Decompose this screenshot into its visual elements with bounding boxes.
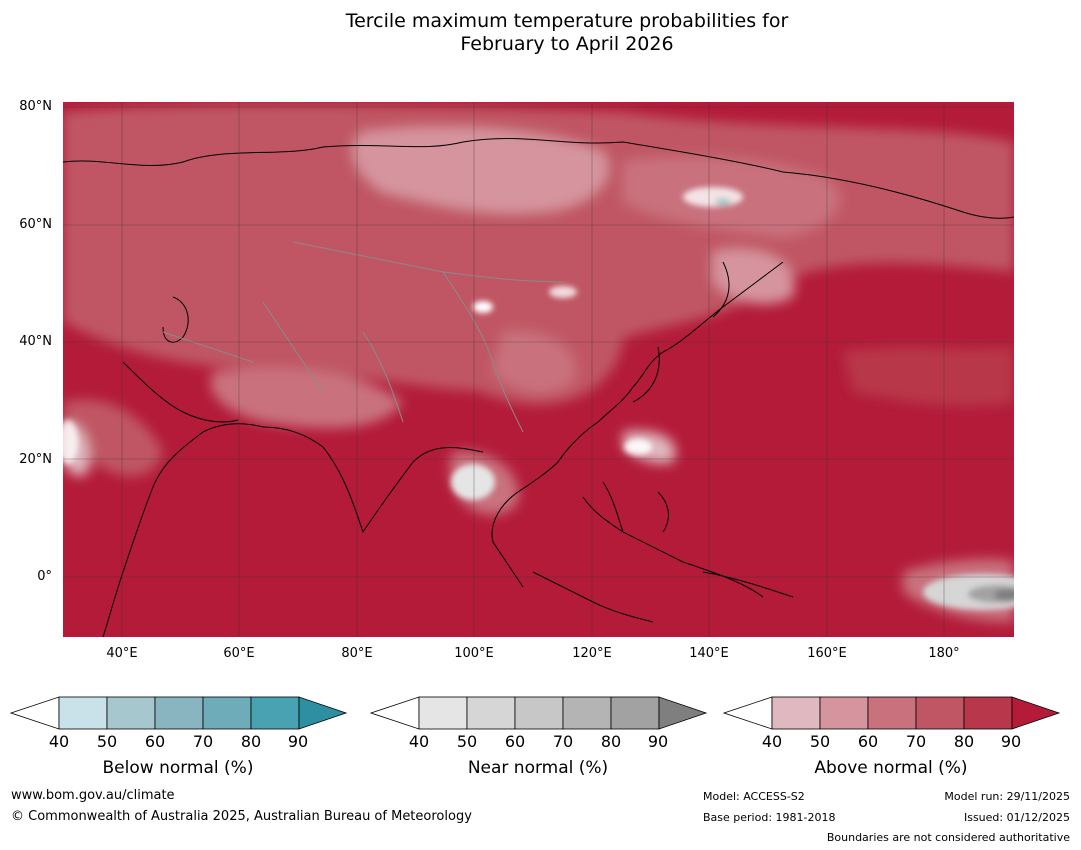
colorbar-low-end [10,696,60,730]
colorbar-segment [562,696,612,730]
lon-label-80e: 80°E [341,646,373,661]
issued-date: Issued: 01/12/2025 [963,811,1070,824]
tick-40: 40 [408,732,430,751]
tick-60: 60 [857,732,879,751]
tick-40: 40 [48,732,70,751]
colorbar-low-end [723,696,773,730]
tick-60: 60 [144,732,166,751]
lat-label-60n: 60°N [19,217,52,232]
colorbar-segment [867,696,917,730]
lon-label-180: 180° [928,646,960,661]
colorbar-segment [466,696,516,730]
colorbar-segment [771,696,821,730]
tick-60: 60 [504,732,526,751]
colorbar-segment [819,696,869,730]
colorbar-high-end [298,696,348,730]
near-normal-label: Near normal (%) [467,758,609,778]
colorbar-above-normal [723,696,1061,730]
lon-label-140e: 140°E [689,646,729,661]
lat-label-40n: 40°N [19,334,52,349]
near-normal-patches [63,187,1014,610]
tick-70: 70 [552,732,574,751]
tick-40: 40 [761,732,783,751]
lat-label-20n: 20°N [19,452,52,467]
colorbar-segment [418,696,468,730]
lon-label-60e: 60°E [223,646,255,661]
colorbar-segment [514,696,564,730]
graticule [63,102,1014,637]
colorbar-high-end [658,696,708,730]
colorbar-segment [202,696,252,730]
tick-90: 90 [647,732,669,751]
tick-90: 90 [287,732,309,751]
colorbar-segment [963,696,1013,730]
model-name: Model: ACCESS-S2 [703,790,805,803]
model-run-date: Model run: 29/11/2025 [944,790,1070,803]
tick-80: 80 [240,732,262,751]
tick-50: 50 [809,732,831,751]
above-normal-label: Above normal (%) [814,758,968,778]
map-title: Tercile maximum temperature probabilitie… [0,10,1081,56]
probability-shading [63,104,1014,622]
tick-70: 70 [192,732,214,751]
colorbar-segment [250,696,300,730]
coastlines [63,138,1014,637]
tick-90: 90 [1000,732,1022,751]
map-panel [63,102,1014,637]
lon-label-160e: 160°E [807,646,847,661]
tick-80: 80 [953,732,975,751]
colorbar-below-normal [10,696,348,730]
title-line-2: February to April 2026 [460,33,674,55]
colorbar-near-normal [370,696,708,730]
title-line-1: Tercile maximum temperature probabilitie… [345,10,789,32]
colorbar-low-end [370,696,420,730]
below-normal-label: Below normal (%) [102,758,254,778]
lon-label-40e: 40°E [106,646,138,661]
base-period: Base period: 1981-2018 [703,811,836,824]
tick-50: 50 [96,732,118,751]
lon-label-120e: 120°E [572,646,612,661]
copyright-text: © Commonwealth of Australia 2025, Austra… [11,809,472,824]
country-boundaries [162,241,564,433]
tick-50: 50 [456,732,478,751]
tick-80: 80 [600,732,622,751]
colorbar-segment [58,696,108,730]
lat-label-80n: 80°N [19,99,52,114]
colorbar-segment [106,696,156,730]
tick-70: 70 [905,732,927,751]
colorbar-segment [610,696,660,730]
colorbar-segment [154,696,204,730]
boundary-disclaimer: Boundaries are not considered authoritat… [826,831,1070,844]
probability-map [63,102,1014,637]
colorbar-high-end [1011,696,1061,730]
bom-url-link[interactable]: www.bom.gov.au/climate [11,788,175,803]
lat-label-0: 0° [37,569,52,584]
colorbar-segment [915,696,965,730]
lon-label-100e: 100°E [454,646,494,661]
